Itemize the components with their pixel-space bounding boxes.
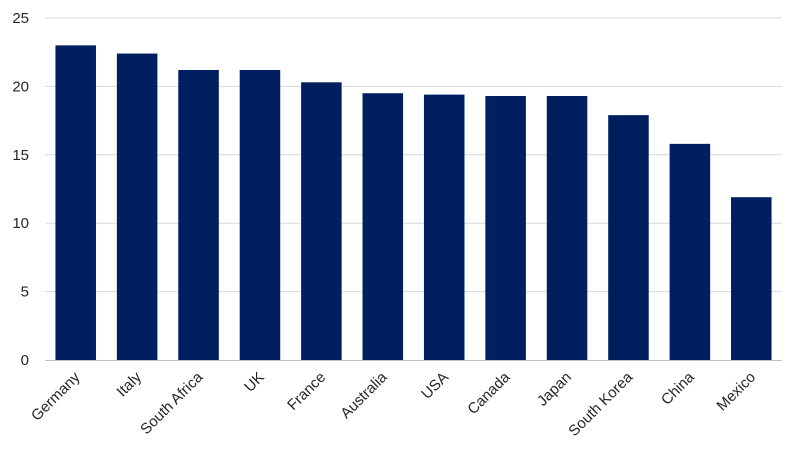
x-category-label: China bbox=[658, 368, 698, 408]
x-category-label: Germany bbox=[28, 368, 84, 424]
bar-canada bbox=[485, 95, 526, 360]
y-tick-label: 25 bbox=[12, 10, 29, 27]
bar-south-africa bbox=[178, 69, 219, 360]
bar-mexico bbox=[731, 197, 772, 360]
bars bbox=[55, 45, 772, 361]
x-category-label: Canada bbox=[464, 368, 514, 418]
x-category-label: Mexico bbox=[714, 369, 760, 415]
bar-germany bbox=[55, 45, 96, 361]
x-category-label: USA bbox=[418, 369, 452, 403]
y-tick-label: 20 bbox=[12, 78, 29, 95]
x-category-label: Japan bbox=[534, 369, 575, 410]
y-tick-label: 10 bbox=[12, 215, 29, 232]
bar-uk bbox=[239, 69, 281, 360]
y-tick-label: 0 bbox=[21, 352, 29, 369]
x-category-label: Australia bbox=[337, 368, 391, 422]
x-category-label: France bbox=[284, 369, 329, 414]
bar-south-korea bbox=[608, 115, 649, 361]
x-category-label: South Korea bbox=[565, 368, 636, 439]
bar-france bbox=[301, 82, 342, 361]
x-category-label: South Africa bbox=[137, 368, 207, 438]
gridlines bbox=[45, 17, 782, 293]
bar-china bbox=[669, 143, 711, 360]
x-category-label: UK bbox=[241, 369, 268, 396]
bar-usa bbox=[423, 94, 465, 360]
bar-australia bbox=[362, 93, 404, 361]
x-category-label: Italy bbox=[113, 368, 145, 400]
y-axis-ticks: 0 5 10 15 20 25 bbox=[12, 10, 29, 369]
bar-japan bbox=[546, 95, 588, 360]
y-tick-label: 5 bbox=[21, 284, 29, 301]
bar-italy bbox=[116, 53, 158, 361]
y-tick-label: 15 bbox=[12, 147, 29, 164]
